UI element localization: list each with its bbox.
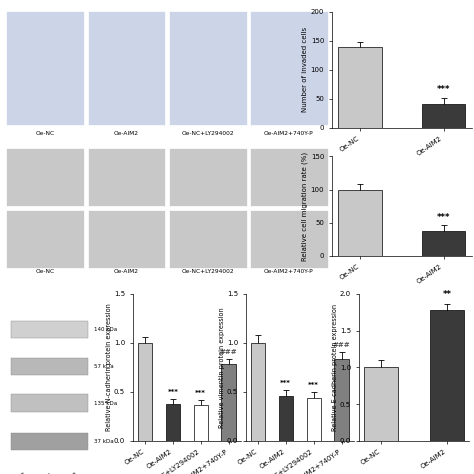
Bar: [251, 343, 265, 441]
Bar: [279, 396, 293, 441]
Y-axis label: Relative cell migration rate (%): Relative cell migration rate (%): [301, 152, 308, 261]
Text: ###: ###: [220, 348, 237, 355]
Text: ***: ***: [195, 390, 206, 396]
Bar: [6, 210, 84, 268]
Text: ***: ***: [309, 382, 319, 388]
Text: **: **: [443, 290, 452, 299]
Bar: [11, 433, 88, 450]
Text: Oe-AIM2: Oe-AIM2: [114, 131, 139, 137]
Text: ###: ###: [333, 342, 351, 348]
Text: 135 kDa: 135 kDa: [94, 401, 118, 406]
Bar: [6, 11, 84, 126]
Bar: [137, 343, 152, 441]
Text: ***: ***: [437, 213, 450, 222]
Bar: [88, 11, 165, 126]
Bar: [6, 147, 84, 206]
Bar: [88, 147, 165, 206]
Y-axis label: Number of invaded cells: Number of invaded cells: [302, 27, 308, 112]
Bar: [250, 147, 328, 206]
Bar: [165, 403, 180, 441]
Text: Oe-NC+LY294002: Oe-NC+LY294002: [182, 269, 234, 273]
Text: Oe-NC: Oe-NC: [36, 269, 55, 273]
Bar: [338, 190, 382, 256]
Bar: [11, 394, 88, 412]
Text: ***: ***: [437, 85, 450, 94]
Text: 140 kDa: 140 kDa: [94, 327, 118, 332]
Y-axis label: Relative vimentin protein expression: Relative vimentin protein expression: [219, 307, 226, 428]
Bar: [250, 210, 328, 268]
Bar: [169, 147, 246, 206]
Text: 57 kDa: 57 kDa: [94, 364, 114, 369]
Bar: [11, 357, 88, 375]
Bar: [169, 11, 246, 126]
Text: Oe-AIM2: Oe-AIM2: [7, 472, 28, 474]
Bar: [88, 210, 165, 268]
Bar: [422, 104, 465, 128]
Y-axis label: Relative N-cadherin protein expression: Relative N-cadherin protein expression: [107, 303, 112, 431]
Text: Oe-AIM2: Oe-AIM2: [114, 269, 139, 273]
Text: Oe-AIM2+740Y-P: Oe-AIM2+740Y-P: [264, 269, 314, 273]
Bar: [422, 231, 465, 256]
Bar: [193, 405, 208, 441]
Bar: [169, 210, 246, 268]
Bar: [307, 398, 321, 441]
Text: 37 kDa: 37 kDa: [94, 439, 114, 444]
Bar: [221, 365, 236, 441]
Bar: [364, 367, 398, 441]
Text: ***: ***: [167, 389, 178, 395]
Bar: [250, 11, 328, 126]
Bar: [338, 47, 382, 128]
Text: Oe-NC+LY294002: Oe-NC+LY294002: [182, 131, 234, 137]
Bar: [11, 321, 88, 338]
Text: Oe-NC: Oe-NC: [36, 131, 55, 137]
Bar: [430, 310, 464, 441]
Y-axis label: Relative E-cadherin protein expression: Relative E-cadherin protein expression: [332, 304, 338, 431]
Text: Oe-NC+LY294002: Oe-NC+LY294002: [12, 472, 54, 474]
Text: Oe-AIM2+740Y-P: Oe-AIM2+740Y-P: [264, 131, 314, 137]
Text: Oe-AIM2+740Y-P: Oe-AIM2+740Y-P: [40, 472, 79, 474]
Bar: [335, 358, 349, 441]
Text: ***: ***: [281, 380, 291, 386]
